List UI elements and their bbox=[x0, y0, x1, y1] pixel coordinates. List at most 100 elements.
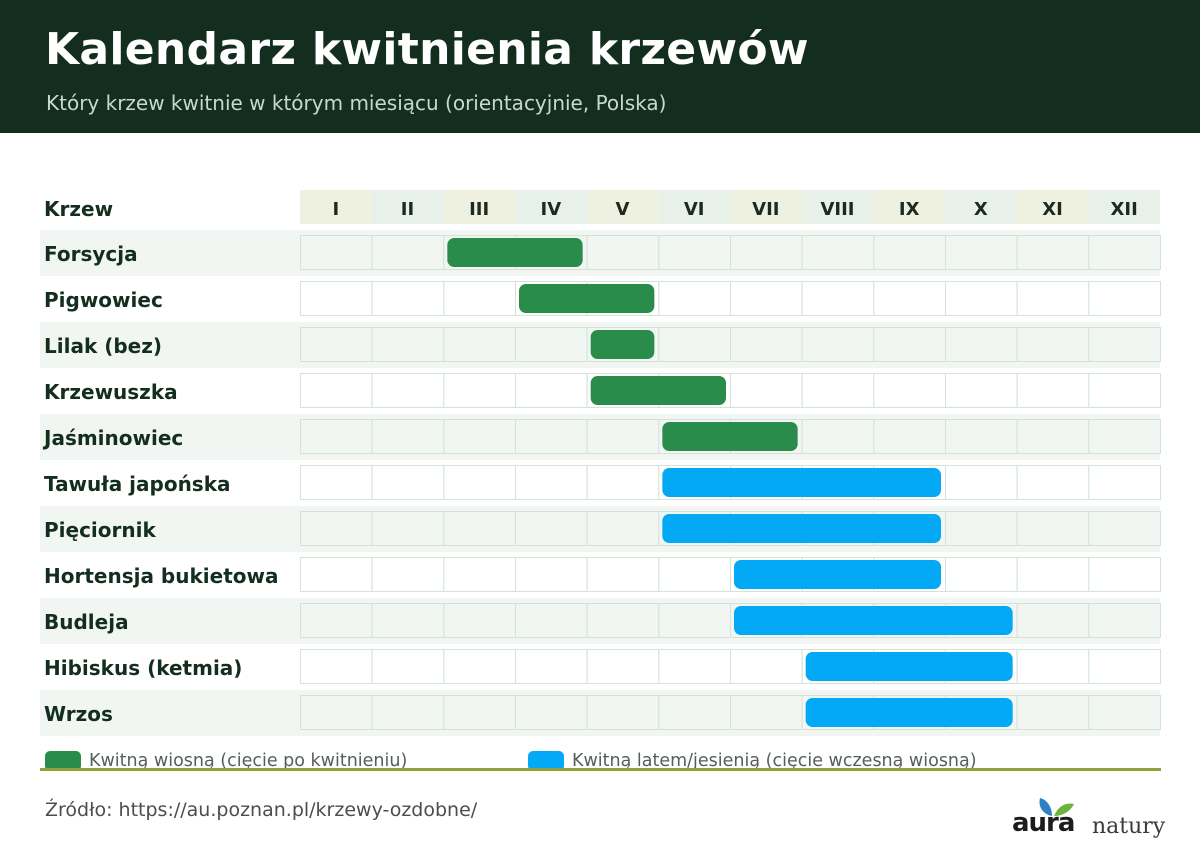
grid-cell bbox=[1016, 419, 1090, 454]
grid-cell bbox=[515, 557, 588, 592]
legend-spring-label: Kwitną wiosną (cięcie po kwitnieniu) bbox=[89, 751, 408, 771]
shrub-name: Krzewuszka bbox=[44, 380, 178, 404]
month-label: IV bbox=[541, 199, 562, 220]
grid-cell bbox=[945, 373, 1018, 408]
grid-cell bbox=[1088, 281, 1162, 316]
grid-cell bbox=[1016, 373, 1090, 408]
grid-cell bbox=[658, 649, 731, 684]
bloom-bar-spring bbox=[590, 330, 655, 359]
legend-spring-swatch bbox=[45, 751, 81, 771]
shrub-name: Hibiskus (ketmia) bbox=[44, 656, 242, 680]
grid-cell bbox=[586, 511, 660, 546]
grid-cell bbox=[1016, 465, 1090, 500]
grid-cell bbox=[730, 235, 803, 270]
bloom-bar-spring bbox=[447, 238, 583, 267]
grid-cell bbox=[873, 281, 946, 316]
shrub-name: Budleja bbox=[44, 610, 129, 634]
grid-cell bbox=[658, 557, 731, 592]
bloom-bar-summer bbox=[662, 514, 941, 543]
grid-cell bbox=[801, 373, 875, 408]
grid-cell bbox=[300, 695, 373, 730]
grid-cell bbox=[371, 649, 445, 684]
grid-cell bbox=[515, 419, 588, 454]
grid-cell bbox=[1088, 373, 1162, 408]
grid-cell bbox=[1088, 419, 1162, 454]
month-label: XI bbox=[1042, 199, 1063, 220]
grid-cell bbox=[443, 327, 517, 362]
month-label: I bbox=[332, 199, 339, 220]
grid-cell bbox=[300, 281, 373, 316]
grid-cell bbox=[300, 373, 373, 408]
grid-cell bbox=[515, 511, 588, 546]
grid-cell bbox=[300, 465, 373, 500]
grid-cell bbox=[873, 327, 946, 362]
grid-cell bbox=[515, 327, 588, 362]
grid-cell bbox=[1088, 557, 1162, 592]
grid-cell bbox=[443, 557, 517, 592]
legend-spring: Kwitną wiosną (cięcie po kwitnieniu) bbox=[45, 750, 407, 772]
month-label: IX bbox=[899, 199, 920, 220]
grid-cell bbox=[515, 695, 588, 730]
grid-cell bbox=[658, 235, 731, 270]
grid-cell bbox=[1016, 511, 1090, 546]
shrub-name: Wrzos bbox=[44, 702, 113, 726]
grid-cell bbox=[945, 419, 1018, 454]
month-label: X bbox=[974, 199, 988, 220]
shrub-name: Tawuła japońska bbox=[44, 472, 231, 496]
grid-cell bbox=[515, 465, 588, 500]
bloom-bar-spring bbox=[519, 284, 655, 313]
grid-cell bbox=[801, 281, 875, 316]
leaf-icon bbox=[1039, 798, 1074, 816]
grid-cell bbox=[658, 327, 731, 362]
month-header-cell bbox=[586, 190, 659, 224]
grid-cell bbox=[371, 603, 445, 638]
month-label: VIII bbox=[820, 199, 854, 220]
header-band: Kalendarz kwitnienia krzewów Który krzew… bbox=[0, 0, 1200, 133]
grid-cell bbox=[1016, 281, 1090, 316]
bloom-bar-summer bbox=[662, 468, 941, 497]
grid-cell bbox=[586, 235, 660, 270]
logo-suffix: natury bbox=[1092, 814, 1166, 839]
grid-cell bbox=[371, 465, 445, 500]
bloom-bar-summer bbox=[805, 652, 1013, 681]
grid-cell bbox=[658, 281, 731, 316]
grid-cell bbox=[730, 649, 803, 684]
month-label: V bbox=[616, 199, 630, 220]
grid-cell bbox=[300, 235, 373, 270]
grid-cell bbox=[945, 557, 1018, 592]
grid-cell bbox=[801, 419, 875, 454]
grid-cell bbox=[1088, 465, 1162, 500]
shrub-name: Forsycja bbox=[44, 242, 138, 266]
bloom-bar-spring bbox=[590, 376, 726, 405]
grid-cell bbox=[443, 649, 517, 684]
grid-cell bbox=[443, 695, 517, 730]
month-header-cell bbox=[515, 190, 587, 224]
grid-cell bbox=[945, 235, 1018, 270]
grid-cell bbox=[586, 649, 660, 684]
month-label: XII bbox=[1111, 199, 1138, 220]
grid-cell bbox=[371, 511, 445, 546]
grid-cell bbox=[371, 695, 445, 730]
month-header-cell bbox=[1088, 190, 1160, 224]
month-header-cell bbox=[801, 190, 874, 224]
grid-cell bbox=[873, 235, 946, 270]
row-header-label: Krzew bbox=[44, 197, 113, 221]
grid-cell bbox=[586, 557, 660, 592]
grid-cell bbox=[515, 649, 588, 684]
grid-cell bbox=[945, 327, 1018, 362]
grid-cell bbox=[586, 419, 660, 454]
grid-cell bbox=[300, 511, 373, 546]
bloom-bar-summer bbox=[734, 606, 1013, 635]
aura-natury-logo: aura natury bbox=[1008, 796, 1168, 846]
shrub-name: Pigwowiec bbox=[44, 288, 163, 312]
grid-cell bbox=[586, 603, 660, 638]
grid-cell bbox=[586, 465, 660, 500]
grid-cell bbox=[730, 373, 803, 408]
shrub-name: Lilak (bez) bbox=[44, 334, 162, 358]
bloom-bar-summer bbox=[734, 560, 941, 589]
grid-cell bbox=[1088, 511, 1162, 546]
grid-cell bbox=[371, 373, 445, 408]
grid-cell bbox=[945, 511, 1018, 546]
grid-cell bbox=[371, 419, 445, 454]
shrub-name: Pięciornik bbox=[44, 518, 156, 542]
